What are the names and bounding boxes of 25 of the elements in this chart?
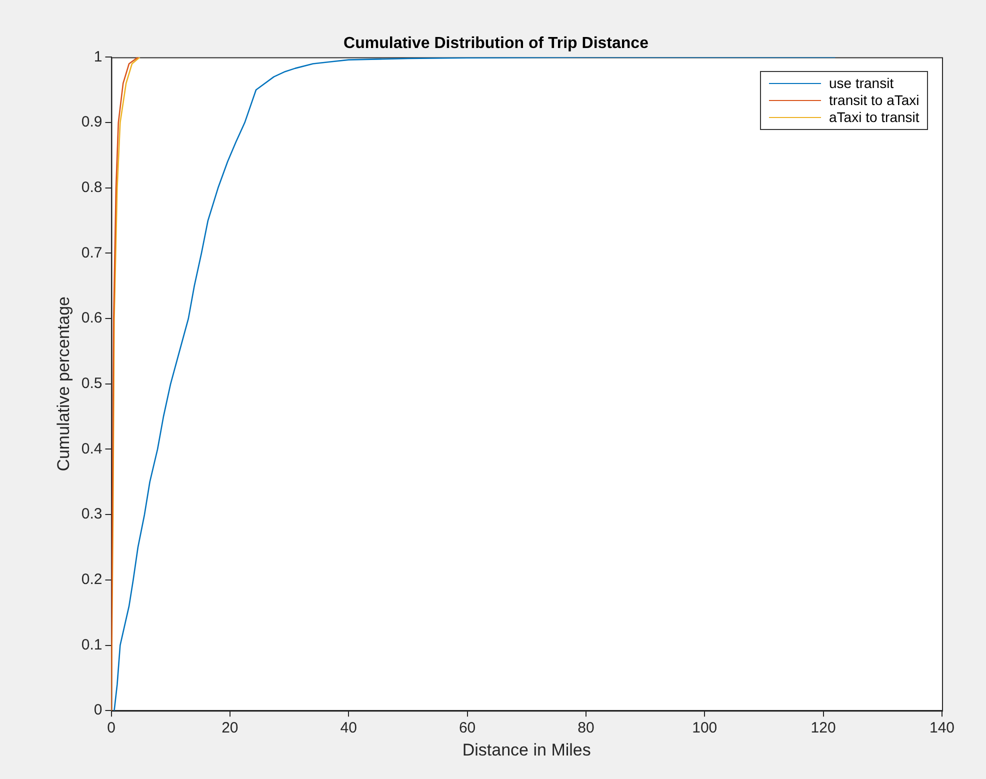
y-tick-label: 0.7: [81, 244, 102, 262]
x-tick-label: 100: [692, 720, 718, 737]
x-tick-label: 40: [340, 720, 357, 737]
x-tick-label: 60: [458, 720, 476, 737]
y-tick-label: 0.1: [81, 636, 102, 654]
legend-label: use transit: [829, 75, 894, 92]
y-tick-label: 0.6: [81, 310, 102, 327]
legend-label: transit to aTaxi: [829, 92, 920, 110]
chart-title: Cumulative Distribution of Trip Distance: [344, 35, 649, 52]
x-tick-label: 20: [222, 720, 238, 737]
x-tick-label: 120: [810, 720, 836, 737]
y-tick-label: 0.9: [81, 114, 102, 131]
x-tick-label: 80: [578, 720, 594, 737]
legend-label: aTaxi to transit: [829, 109, 920, 126]
y-tick-label: 0.3: [81, 506, 102, 523]
x-tick-label: 0: [107, 720, 116, 737]
y-tick-label: 1: [94, 48, 102, 66]
y-tick-label: 0: [94, 702, 102, 719]
y-tick-label: 0.5: [81, 375, 102, 392]
y-tick-label: 0.4: [81, 440, 102, 458]
x-axis-title: Distance in Miles: [462, 740, 591, 760]
x-tick-label: 140: [929, 720, 955, 737]
y-tick-label: 0.8: [81, 179, 102, 196]
y-tick-label: 0.2: [81, 571, 102, 588]
y-axis-title: Cumulative percentage: [54, 296, 73, 472]
